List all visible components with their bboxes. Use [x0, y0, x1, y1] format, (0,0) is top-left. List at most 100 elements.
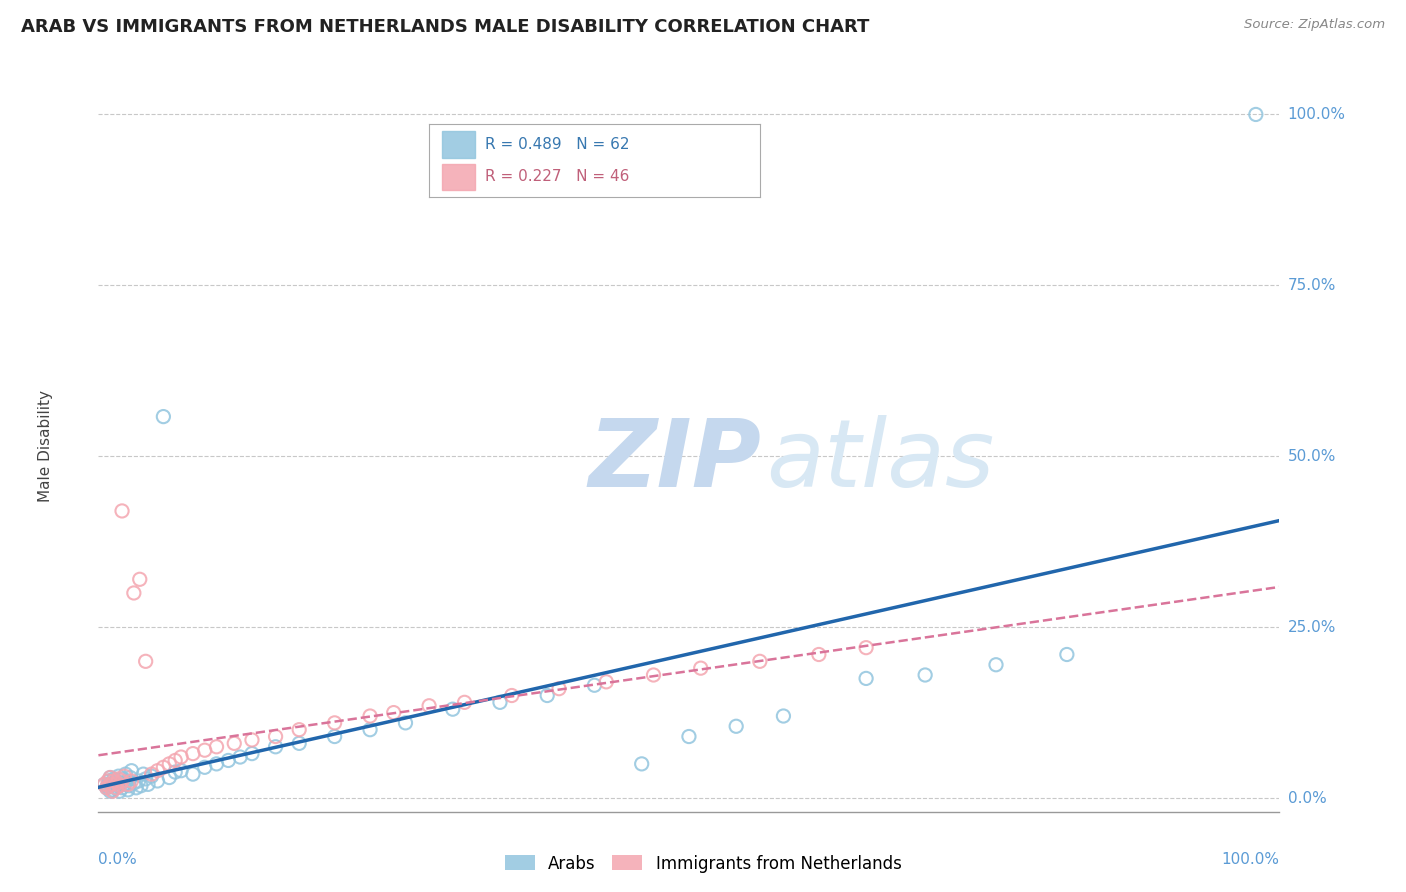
Point [129, 779, 152, 793]
Point [217, 754, 239, 768]
Point [135, 654, 157, 668]
Bar [443, 131, 475, 158]
Legend: Arabs, Immigrants from Netherlands: Arabs, Immigrants from Netherlands [498, 848, 908, 880]
Point [118, 779, 141, 793]
Point [98, 784, 121, 798]
Text: atlas: atlas [766, 415, 994, 506]
Point [112, 769, 135, 783]
Point [855, 672, 877, 686]
Point [1056, 648, 1078, 662]
Point [157, 771, 180, 785]
Text: 0.0%: 0.0% [1288, 790, 1326, 805]
Point [93, 777, 115, 791]
Point [205, 756, 228, 771]
Point [132, 767, 155, 781]
Point [111, 774, 134, 789]
Text: ZIP: ZIP [589, 415, 762, 507]
Point [157, 756, 180, 771]
Point [548, 681, 571, 696]
Point [288, 723, 311, 737]
Text: Male Disability: Male Disability [38, 390, 53, 502]
Point [359, 723, 381, 737]
Point [108, 784, 131, 798]
Point [111, 504, 134, 518]
Point [117, 782, 139, 797]
Point [103, 774, 125, 789]
Point [748, 654, 770, 668]
Point [141, 769, 163, 783]
Point [772, 709, 794, 723]
Point [323, 715, 346, 730]
Point [122, 586, 145, 600]
Point [104, 780, 127, 795]
Text: R = 0.227   N = 46: R = 0.227 N = 46 [485, 169, 630, 185]
Text: 100.0%: 100.0% [1288, 107, 1346, 122]
Text: 25.0%: 25.0% [1288, 620, 1336, 634]
Point [725, 719, 748, 733]
Point [205, 739, 228, 754]
Point [224, 736, 246, 750]
Point [170, 750, 193, 764]
Point [855, 640, 877, 655]
Text: Source: ZipAtlas.com: Source: ZipAtlas.com [1244, 18, 1385, 31]
Point [136, 777, 159, 791]
Point [98, 771, 121, 785]
Point [323, 730, 346, 744]
Point [382, 706, 405, 720]
Point [583, 678, 606, 692]
Text: 50.0%: 50.0% [1288, 449, 1336, 464]
Point [418, 698, 440, 713]
Point [165, 754, 187, 768]
Point [110, 776, 132, 790]
Point [807, 648, 830, 662]
Point [111, 780, 134, 795]
Point [152, 760, 174, 774]
Point [152, 409, 174, 424]
Point [489, 695, 512, 709]
Point [128, 774, 150, 789]
Point [678, 730, 700, 744]
Point [98, 774, 121, 789]
Point [103, 776, 125, 790]
Point [107, 769, 129, 783]
Point [112, 772, 135, 786]
Point [165, 765, 187, 780]
Point [105, 776, 128, 790]
Point [93, 777, 115, 791]
Point [100, 777, 122, 791]
Point [121, 774, 143, 789]
Point [264, 739, 287, 754]
Point [121, 764, 143, 778]
Point [359, 709, 381, 723]
Point [135, 772, 157, 786]
Point [288, 736, 311, 750]
Point [394, 715, 416, 730]
Point [105, 779, 128, 793]
Point [103, 772, 125, 786]
Point [146, 764, 169, 778]
Text: ARAB VS IMMIGRANTS FROM NETHERLANDS MALE DISABILITY CORRELATION CHART: ARAB VS IMMIGRANTS FROM NETHERLANDS MALE… [21, 18, 869, 36]
Point [453, 695, 475, 709]
Point [194, 743, 217, 757]
Point [96, 780, 118, 795]
Text: R = 0.489   N = 62: R = 0.489 N = 62 [485, 137, 630, 153]
Point [1244, 107, 1267, 121]
Point [170, 764, 193, 778]
Point [107, 772, 129, 786]
Text: 0.0%: 0.0% [98, 852, 138, 867]
Text: 100.0%: 100.0% [1222, 852, 1279, 867]
Point [264, 730, 287, 744]
Point [441, 702, 464, 716]
Point [117, 777, 139, 791]
Point [98, 771, 121, 785]
Point [100, 777, 122, 791]
Point [122, 776, 145, 790]
Point [146, 774, 169, 789]
Point [914, 668, 936, 682]
Point [240, 747, 263, 761]
Text: 75.0%: 75.0% [1288, 277, 1336, 293]
Point [115, 774, 138, 789]
Point [101, 784, 124, 798]
Point [501, 689, 523, 703]
Point [536, 689, 558, 703]
